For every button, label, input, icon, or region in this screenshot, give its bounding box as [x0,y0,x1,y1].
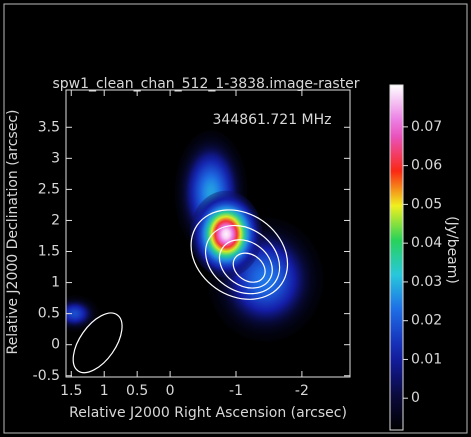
y-tick-label: 0.5 [38,306,60,322]
contour [205,224,281,295]
x-tick-label: 0.5 [126,383,148,399]
contour [218,239,273,289]
y-tick-label: 2 [51,212,60,228]
contour [190,209,289,300]
colorbar-tick-label: 0 [411,390,420,406]
colorbar-tick-label: 0.02 [411,313,442,329]
x-tick-label: -2 [295,383,309,399]
x-tick-label: -1 [229,383,243,399]
y-axis-label: Relative J2000 Declination (arcsec) [5,110,21,355]
colorbar-tick-label: 0.01 [411,351,442,367]
y-tick-label: 1.5 [38,244,60,260]
frame [3,3,468,434]
contour [232,252,266,283]
y-tick-label: 0 [51,337,60,353]
y-tick-label: 3.5 [38,119,60,135]
colorbar [389,84,404,431]
y-tick-label: 1 [51,275,60,291]
x-axis-label: Relative J2000 Right Ascension (arcsec) [69,405,347,421]
colorbar-tick-label: 0.06 [411,158,442,174]
colorbar-tick-label: 0.04 [411,235,442,251]
colorbar-label: (Jy/beam) [444,216,460,284]
colorbar-tick-label: 0.07 [411,119,442,135]
x-tick-label: 1.5 [60,383,82,399]
emission [189,190,263,278]
colorbar-tick-label: 0.03 [411,274,442,290]
y-tick-label: 2.5 [38,181,60,197]
plot-frame [65,89,351,378]
beam [72,312,123,374]
x-tick-label: 0 [166,383,175,399]
colorbar-tick-label: 0.05 [411,196,442,212]
y-tick-label: 3 [51,150,60,166]
annotation: 344861.721 MHz [212,112,331,128]
x-tick-label: 1 [100,383,109,399]
raster [66,130,324,374]
y-tick-label: -0.5 [33,368,60,384]
chart-title: spw1_clean_chan_512_1-3838.image-raster [52,76,359,92]
